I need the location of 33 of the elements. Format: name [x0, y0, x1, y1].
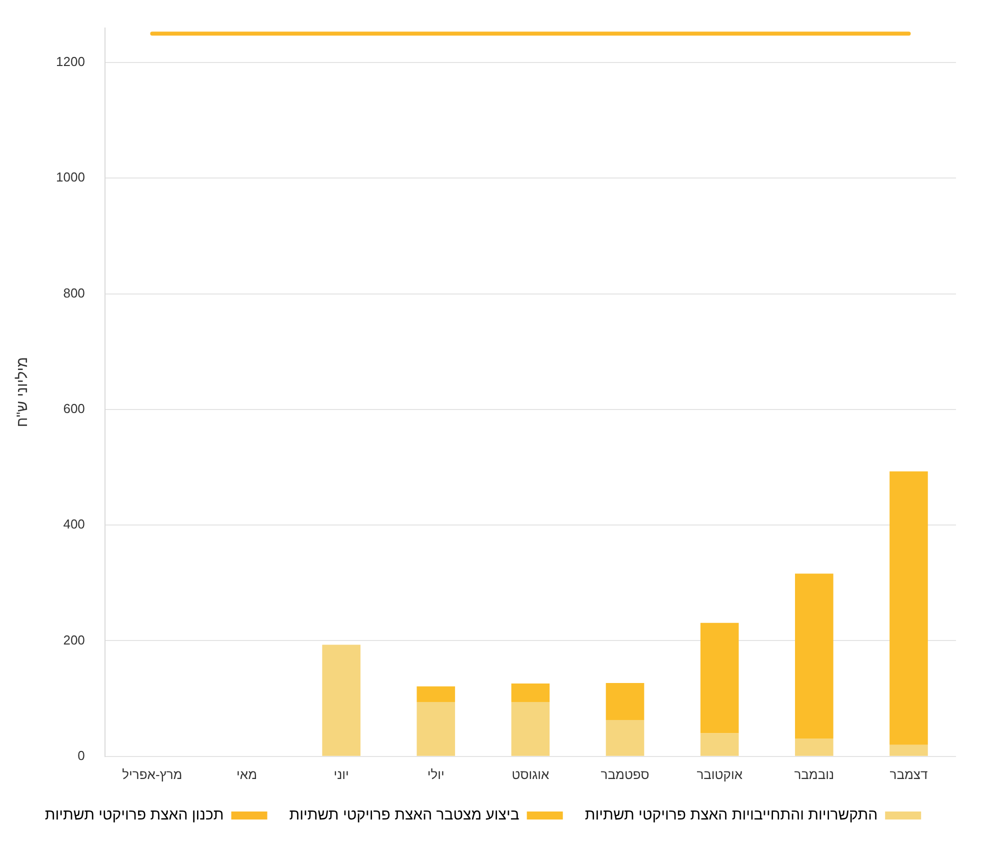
bar: [795, 738, 834, 756]
bar: [890, 471, 928, 745]
x-tick-label: יולי: [427, 766, 444, 782]
y-tick-label: 0: [78, 748, 85, 763]
x-tick-label: מרץ-אפריל: [122, 766, 182, 782]
legend-label: התקשרויות והתחייבויות האצת פרויקטי תשתיות: [584, 806, 878, 824]
bar: [511, 684, 550, 702]
x-tick-label: יוני: [334, 766, 349, 782]
bar: [700, 622, 739, 734]
bar: [322, 644, 360, 756]
y-tick-label: 600: [63, 401, 85, 416]
y-tick-label: 1200: [56, 54, 85, 70]
bar: [795, 574, 834, 738]
bar: [890, 744, 928, 756]
x-tick-label: אוגוסט: [512, 766, 550, 782]
bar: [606, 682, 644, 720]
bar: [606, 720, 644, 756]
y-tick-label: 200: [63, 632, 85, 648]
bar: [511, 702, 550, 756]
y-tick-label: 1000: [56, 170, 85, 185]
x-tick-label: ספטמבר: [600, 766, 650, 782]
y-tick-label: 400: [63, 516, 85, 532]
x-tick-label: אוקטובר: [696, 766, 742, 782]
legend-label: ביצוע מצטבר האצת פרויקטי תשתיות: [289, 806, 520, 824]
y-tick-label: 800: [63, 285, 85, 300]
y-axis-title: מיליוני ש"ח: [14, 357, 32, 428]
x-tick-label: דצמבר: [890, 766, 928, 782]
legend-label: תכנון האצת פרויקטי תשתיות: [44, 806, 224, 824]
bar: [416, 702, 456, 756]
x-tick-label: מאי: [236, 766, 258, 782]
bar: [700, 733, 739, 756]
bar: [416, 686, 456, 702]
x-tick-label: נובמבר: [794, 766, 834, 782]
